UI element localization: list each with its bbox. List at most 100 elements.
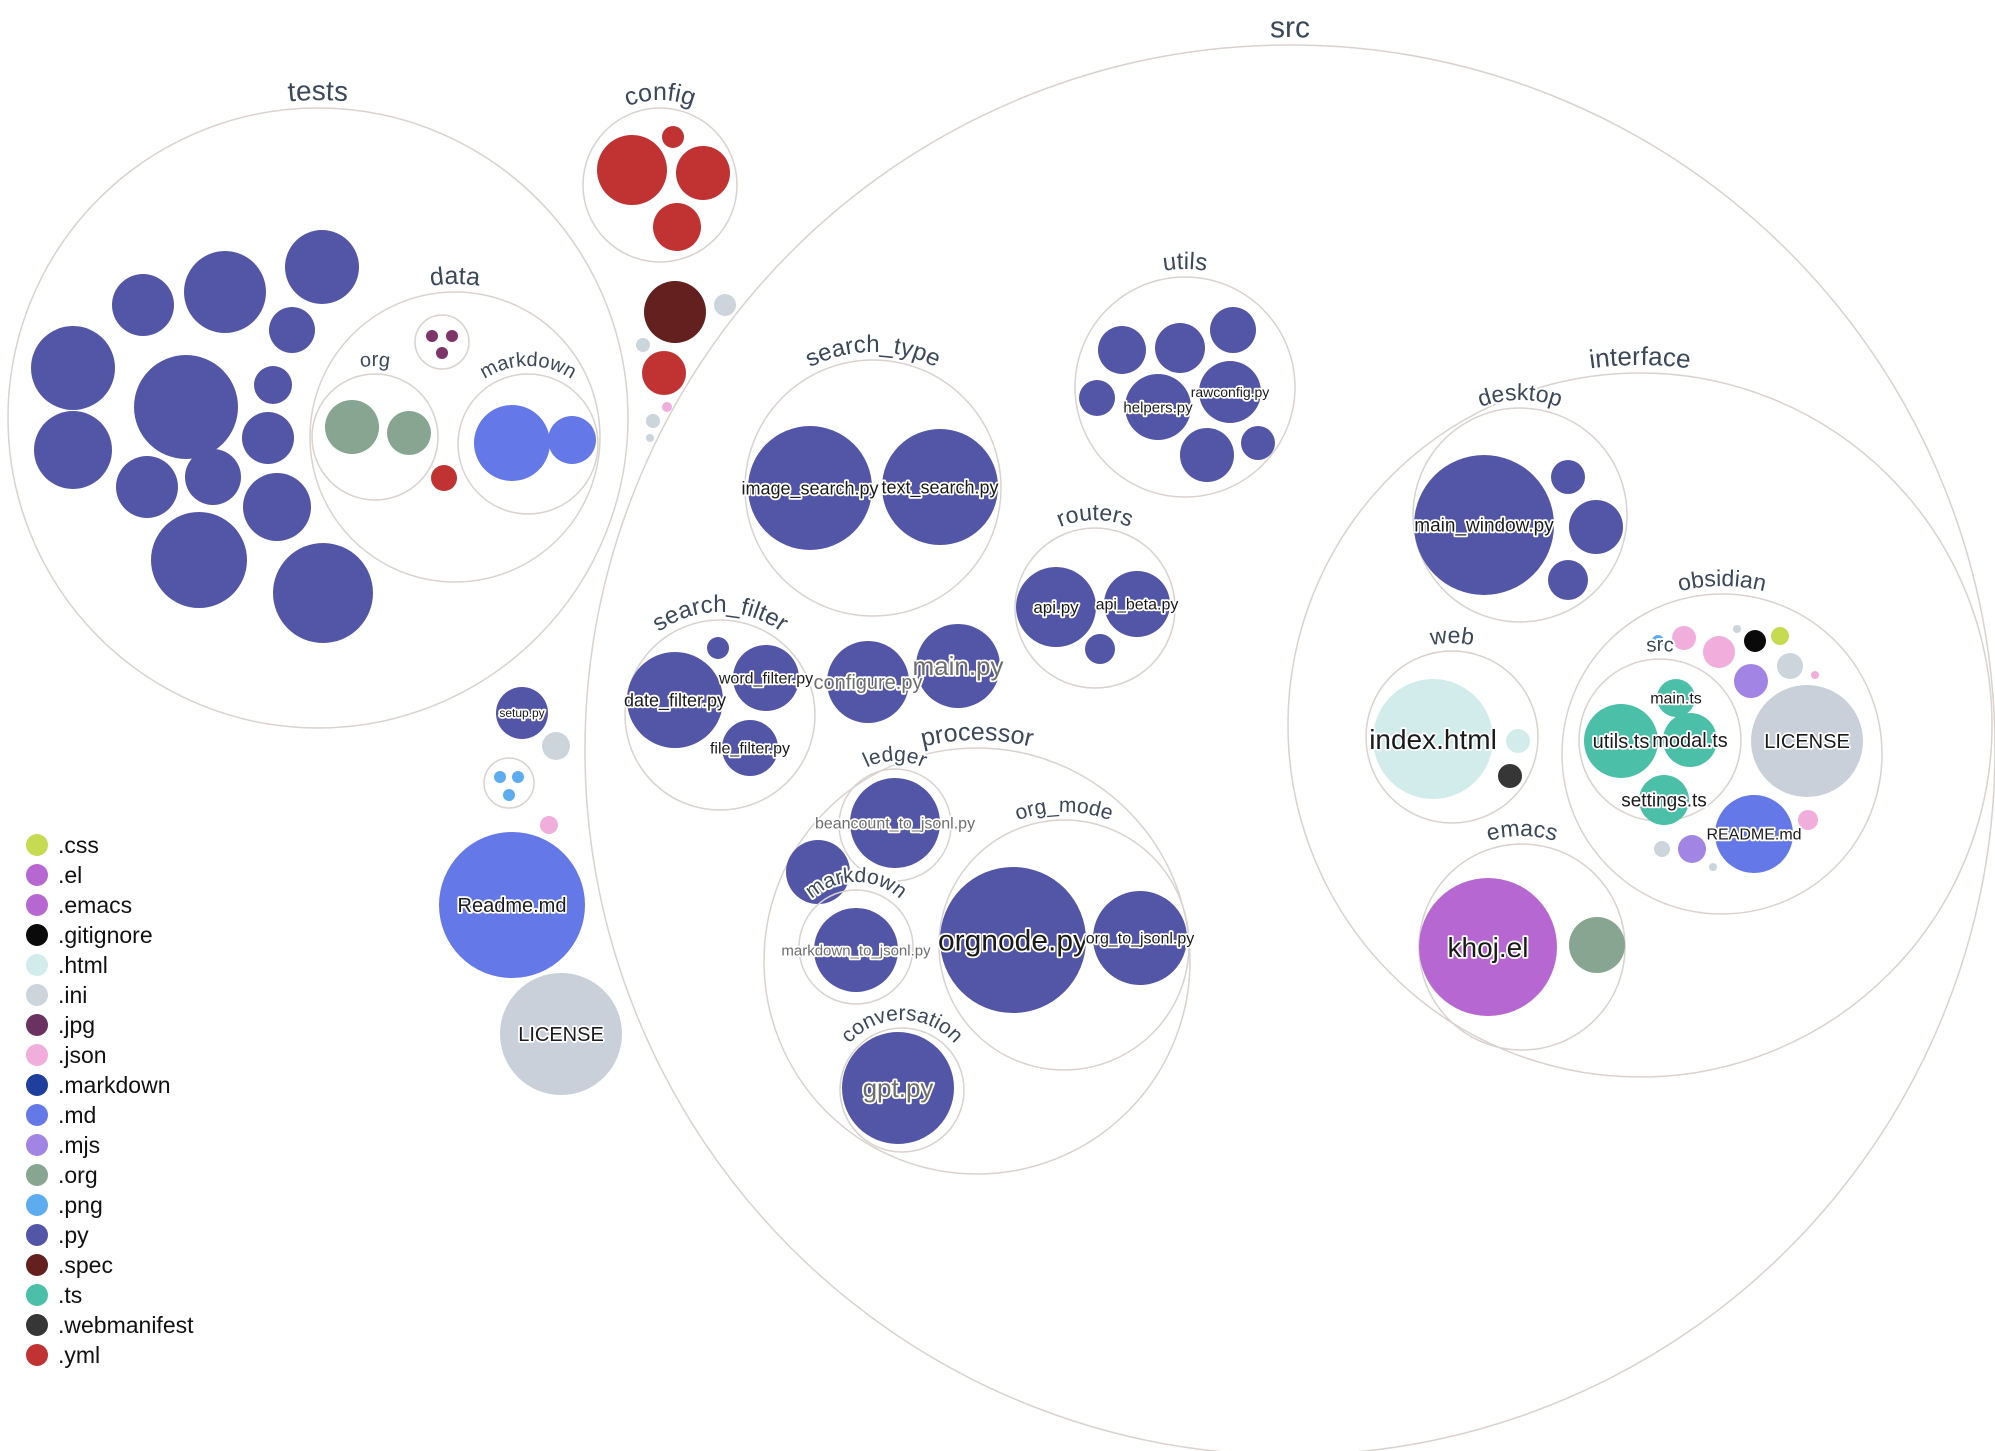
legend-item-json: .json (26, 1042, 107, 1068)
legend-swatch-webmanifest (26, 1314, 48, 1336)
file-beancount-label: beancount_to_jsonl.py (815, 816, 975, 833)
file-helpers-py-circle (1125, 374, 1191, 440)
file-settings-ts-label: settings.ts (1621, 791, 1707, 812)
legend-item-md: .md (26, 1102, 96, 1128)
data-org-2-circle (387, 411, 431, 455)
legend-label: .html (58, 952, 108, 978)
legend-item-spec: .spec (26, 1252, 113, 1278)
data-org-1-circle (325, 400, 379, 454)
root-spec-circle (644, 281, 706, 343)
obs-gitignore-circle (1744, 630, 1766, 652)
tests-py-5-circle (134, 355, 238, 459)
processor-py-loose-circle (786, 840, 850, 904)
file-gpt-py-label: gpt.py (863, 1073, 934, 1103)
root-png-2-circle (512, 771, 524, 783)
legend-swatch-jpg (26, 1014, 48, 1036)
legend-swatch-org (26, 1164, 48, 1186)
tests-py-12-circle (243, 473, 311, 541)
config-yml-4-circle (653, 203, 701, 251)
legend-item-html: .html (26, 952, 108, 978)
legend-label: .ini (58, 982, 87, 1008)
obs-json-2-circle (1703, 636, 1735, 668)
legend-item-org: .org (26, 1162, 98, 1188)
file-main-py-label: main.py (912, 651, 1003, 681)
folder-search-type-ring (744, 359, 1002, 617)
legend-swatch-mjs (26, 1134, 48, 1156)
legend-label: .py (58, 1222, 89, 1248)
legend-label: .org (58, 1162, 98, 1188)
config-yml-2-circle (662, 126, 684, 148)
folder-tests-label: tests (286, 75, 349, 107)
obs-ini-1-circle (1777, 653, 1803, 679)
data-jpg-1-circle (426, 330, 438, 342)
folder-proc-markdown-ring (798, 889, 914, 1005)
folder-routers-label: routers (1053, 499, 1137, 532)
file-license-root-label: LICENSE (518, 1024, 604, 1046)
file-main-window-label: main_window.py (1414, 516, 1554, 537)
file-markdown-to-jsonl-circle (814, 908, 898, 992)
folder-routers-ring (1014, 527, 1176, 689)
legend-swatch-py (26, 1224, 48, 1246)
legend-label: .webmanifest (58, 1312, 194, 1338)
legend-label: .spec (58, 1252, 113, 1278)
legend-label: .jpg (58, 1012, 95, 1038)
file-license-obsidian-label: LICENSE (1764, 731, 1850, 753)
tests-py-14-circle (273, 543, 373, 643)
legend-label: .ts (58, 1282, 82, 1308)
desktop-py-1-circle (1551, 460, 1585, 494)
tests-py-8-circle (242, 412, 294, 464)
tests-py-2-circle (184, 251, 266, 333)
root-ini-5-circle (542, 732, 570, 760)
routers-py-small-circle (1085, 634, 1115, 664)
file-api-beta-py-label: api_beta.py (1096, 597, 1179, 614)
obs-mjs-1-circle (1734, 664, 1768, 698)
file-khoj-el-circle (1419, 878, 1557, 1016)
file-file-filter-label: file_filter.py (710, 741, 790, 758)
file-readme-md-label: Readme.md (458, 895, 567, 917)
legend-label: .mjs (58, 1132, 100, 1158)
legend-item-el: .el (26, 862, 82, 888)
file-settings-ts-circle (1639, 775, 1689, 825)
folder-src-label: src (1270, 11, 1311, 44)
folder-obsidian-ring (1561, 593, 1883, 915)
file-text-search-circle (882, 429, 998, 545)
file-license-obsidian-circle (1751, 685, 1863, 797)
legend-item-png: .png (26, 1192, 103, 1218)
folder-interface-label: interface (1587, 341, 1692, 374)
folder-data-label: data (428, 262, 482, 292)
file-license-root-circle (500, 973, 622, 1095)
obs-ini-tiny-1-circle (1733, 625, 1741, 633)
desktop-py-2-circle (1569, 500, 1623, 554)
folder-utils-ring (1074, 276, 1296, 498)
file-date-filter-label: date_filter.py (624, 690, 726, 711)
folder-root-png-ring (483, 757, 535, 809)
tests-py-11-circle (185, 449, 241, 505)
file-file-filter-circle (722, 720, 778, 776)
folder-search-type-label: search_type (801, 331, 945, 373)
root-yml-circle (642, 351, 686, 395)
legend-label: .json (58, 1042, 107, 1068)
file-api-beta-py-circle (1104, 571, 1170, 637)
legend-swatch-ts (26, 1284, 48, 1306)
tests-py-9-circle (34, 411, 112, 489)
utils-py-4-circle (1079, 380, 1115, 416)
folder-ledger-label: ledger (859, 743, 930, 772)
file-utils-ts-label: utils.ts (1593, 731, 1650, 753)
legend-swatch-html (26, 954, 48, 976)
legend-item-ini: .ini (26, 982, 87, 1008)
file-main-ts-circle (1657, 679, 1695, 717)
folder-web-ring (1365, 650, 1539, 824)
file-configure-py-label: configure.py (814, 672, 923, 694)
legend-swatch-yml (26, 1344, 48, 1366)
file-org-to-jsonl-circle (1093, 891, 1187, 985)
folder-web-label: web (1427, 622, 1476, 650)
obs-ini-2-circle (1654, 841, 1670, 857)
legend-item-yml: .yml (26, 1342, 100, 1368)
root-json-1-circle (662, 402, 672, 412)
file-gpt-py-circle (842, 1032, 954, 1144)
legend-label: .el (58, 862, 82, 888)
legend-item-mjs: .mjs (26, 1132, 100, 1158)
folder-obsidian-label: obsidian (1675, 565, 1769, 596)
folder-src-ring (584, 44, 1995, 1451)
